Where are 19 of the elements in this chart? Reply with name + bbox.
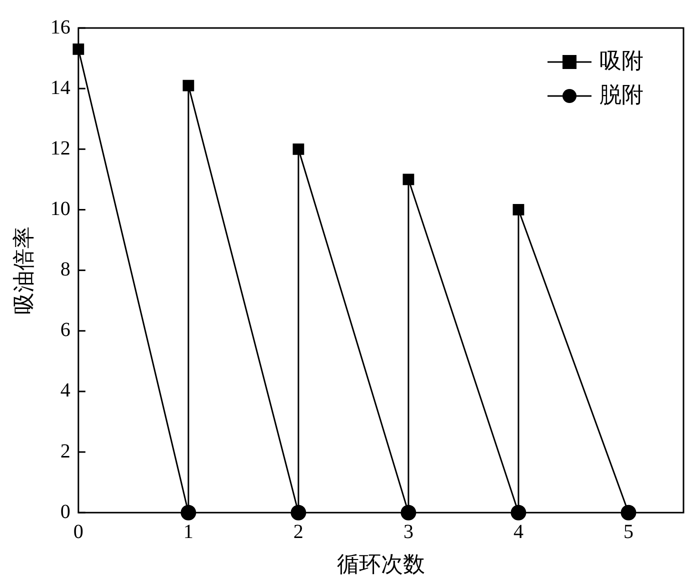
y-tick-label: 2: [60, 440, 70, 462]
y-tick-label: 14: [50, 76, 70, 99]
x-tick-label: 1: [183, 520, 194, 543]
y-tick-label: 12: [50, 137, 70, 160]
y-axis-title: 吸油倍率: [10, 226, 36, 314]
y-tick-label: 16: [50, 16, 70, 38]
x-tick-label: 2: [293, 520, 304, 543]
x-tick-label: 5: [623, 520, 634, 543]
y-tick-label: 4: [60, 380, 70, 402]
y-tick-label: 0: [60, 500, 70, 523]
x-axis-title: 循环次数: [336, 552, 425, 577]
y-tick-label: 10: [50, 198, 70, 220]
x-tick-label: 4: [513, 520, 524, 543]
point: [292, 143, 304, 155]
legend-label: 脱附: [600, 82, 644, 107]
legend-label: 吸附: [600, 48, 644, 73]
x-tick-label: 3: [403, 520, 414, 543]
y-tick-label: 8: [60, 258, 70, 281]
y-tick-label: 6: [60, 319, 70, 342]
